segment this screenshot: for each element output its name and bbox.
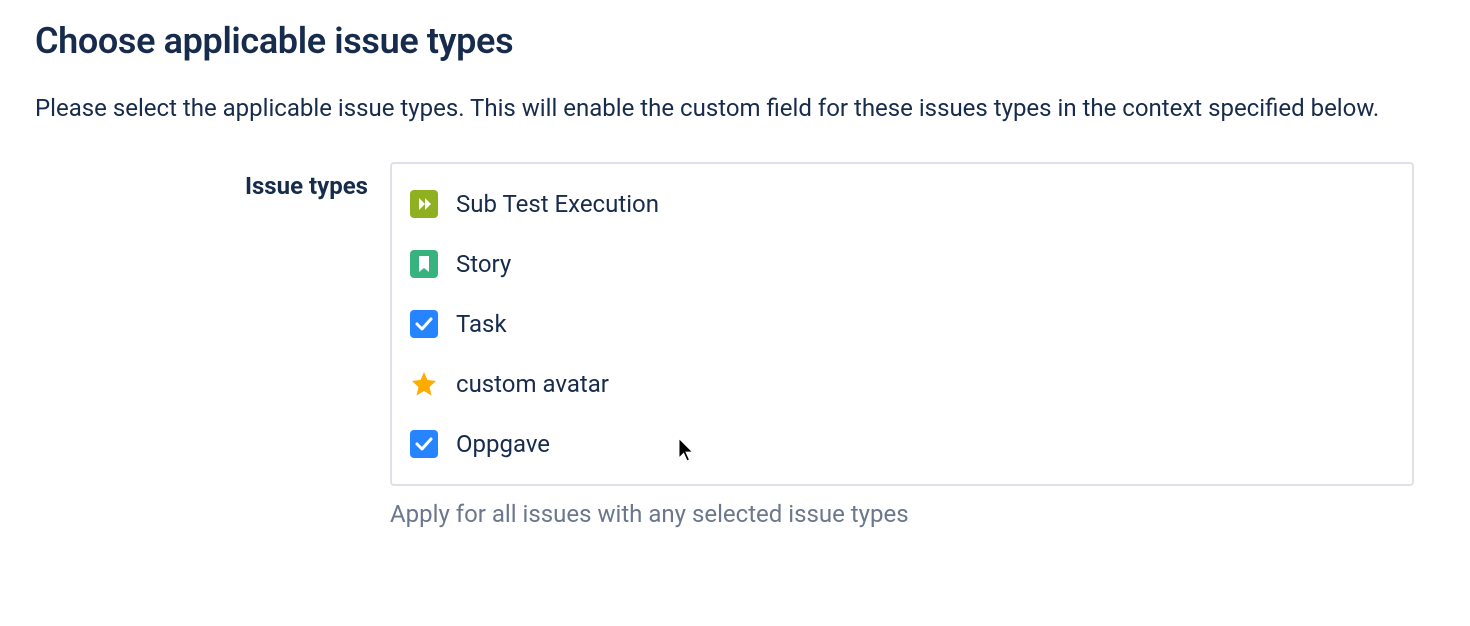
issue-type-label: Task	[456, 310, 507, 338]
issue-types-label: Issue types	[35, 162, 390, 200]
issue-type-option[interactable]: Story	[410, 234, 1394, 294]
play-icon	[410, 190, 438, 218]
page-description: Please select the applicable issue types…	[35, 90, 1415, 126]
issue-type-option[interactable]: Oppgave	[410, 414, 1394, 474]
check-icon	[410, 430, 438, 458]
page-title: Choose applicable issue types	[35, 20, 1435, 62]
issue-type-option[interactable]: Sub Test Execution	[410, 174, 1394, 234]
issue-type-label: Story	[456, 250, 511, 278]
issue-type-label: custom avatar	[456, 370, 609, 398]
star-icon	[410, 370, 438, 398]
issue-type-label: Sub Test Execution	[456, 190, 659, 218]
issue-type-option[interactable]: custom avatar	[410, 354, 1394, 414]
issue-type-option[interactable]: Task	[410, 294, 1394, 354]
issue-types-field: Sub Test Execution Story Task custom ava…	[390, 162, 1414, 528]
bookmark-icon	[410, 250, 438, 278]
helper-text: Apply for all issues with any selected i…	[390, 500, 1414, 528]
check-icon	[410, 310, 438, 338]
issue-type-label: Oppgave	[456, 430, 550, 458]
issue-types-select[interactable]: Sub Test Execution Story Task custom ava…	[390, 162, 1414, 486]
issue-types-row: Issue types Sub Test Execution Story Tas…	[35, 162, 1435, 528]
